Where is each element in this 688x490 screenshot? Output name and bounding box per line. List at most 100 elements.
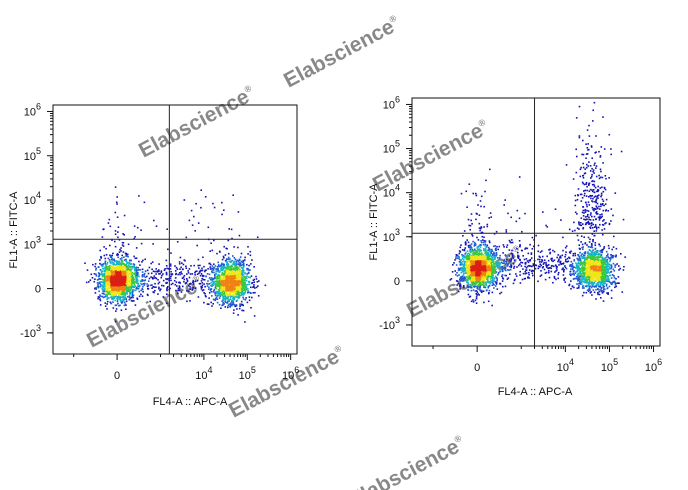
event-dot xyxy=(475,218,477,221)
event-dot xyxy=(112,301,114,303)
event-dot xyxy=(113,276,116,279)
event-dot xyxy=(576,269,579,272)
event-dot xyxy=(524,248,526,250)
event-dot xyxy=(255,278,258,280)
event-dot xyxy=(605,264,608,266)
event-dot xyxy=(117,231,119,233)
event-dot xyxy=(99,299,102,302)
event-dot xyxy=(458,258,461,260)
event-dot xyxy=(532,245,535,248)
event-dot xyxy=(241,269,243,272)
event-dot xyxy=(596,195,599,197)
event-dot xyxy=(132,289,135,291)
event-dot xyxy=(605,283,608,286)
event-dot xyxy=(490,271,493,273)
event-dot xyxy=(222,290,225,292)
event-dot xyxy=(211,284,213,286)
event-dot xyxy=(111,295,113,298)
event-dot xyxy=(106,298,108,301)
event-dot xyxy=(217,290,220,293)
event-dot xyxy=(602,162,604,164)
event-dot xyxy=(233,246,235,248)
event-dot xyxy=(610,289,613,292)
event-dot xyxy=(595,198,598,200)
event-dot xyxy=(595,199,598,201)
event-dot xyxy=(511,241,514,244)
event-dot xyxy=(208,273,211,276)
event-dot xyxy=(589,165,592,167)
event-dot xyxy=(105,270,108,273)
event-dot xyxy=(487,285,490,288)
event-dot xyxy=(115,267,118,269)
event-dot xyxy=(461,254,463,256)
event-dot xyxy=(230,291,233,294)
event-dot xyxy=(132,296,134,299)
event-dot xyxy=(213,288,216,291)
event-dot xyxy=(555,278,557,281)
event-dot xyxy=(490,216,492,218)
event-dot xyxy=(516,209,519,212)
event-dot xyxy=(232,272,235,274)
event-dot xyxy=(129,282,132,284)
event-dot xyxy=(88,281,90,283)
event-dot xyxy=(464,257,466,259)
event-dot xyxy=(186,273,188,275)
event-dot xyxy=(193,215,195,218)
event-dot xyxy=(192,283,195,285)
event-dot xyxy=(151,268,153,271)
event-dot xyxy=(159,273,161,275)
event-dot xyxy=(108,283,111,285)
event-dot xyxy=(252,279,255,282)
event-dot xyxy=(138,290,141,293)
event-dot xyxy=(544,272,547,274)
event-dot xyxy=(544,278,547,281)
event-dot xyxy=(455,273,457,276)
event-dot xyxy=(223,209,225,211)
event-dot xyxy=(126,293,128,295)
event-dot xyxy=(589,195,591,197)
event-dot xyxy=(220,281,223,283)
event-dot xyxy=(540,270,542,272)
event-dot xyxy=(192,288,194,291)
event-dot xyxy=(584,251,587,253)
event-dot xyxy=(492,278,494,280)
event-dot xyxy=(539,275,542,277)
event-dot xyxy=(99,269,102,271)
event-dot xyxy=(204,196,207,198)
event-dot xyxy=(624,256,626,258)
event-dot xyxy=(588,148,590,151)
event-dot xyxy=(170,279,172,282)
event-dot xyxy=(213,239,215,242)
event-dot xyxy=(580,279,582,281)
event-dot xyxy=(579,264,582,266)
event-dot xyxy=(109,287,111,289)
event-dot xyxy=(231,304,233,307)
event-dot xyxy=(154,289,156,292)
x-tick-label: 104 xyxy=(195,365,212,382)
event-dot xyxy=(131,266,134,269)
event-dot xyxy=(126,262,128,265)
event-dot xyxy=(244,259,246,261)
event-dot xyxy=(129,277,131,279)
event-dot xyxy=(114,292,116,294)
event-dot xyxy=(214,294,217,297)
y-tick-label: -103 xyxy=(20,323,41,340)
event-dot xyxy=(565,251,567,253)
event-dot xyxy=(606,287,609,290)
event-dot xyxy=(234,264,237,266)
event-dot xyxy=(221,258,224,261)
event-dot xyxy=(110,262,112,265)
event-dot xyxy=(600,297,602,299)
event-dot xyxy=(226,302,228,304)
event-dot xyxy=(107,271,109,274)
event-dot xyxy=(115,288,118,290)
event-dot xyxy=(517,256,519,258)
event-dot xyxy=(474,244,477,246)
event-dot xyxy=(127,267,129,269)
event-dot xyxy=(106,277,109,280)
event-dot xyxy=(134,269,136,272)
event-dot xyxy=(108,275,110,277)
event-dot xyxy=(462,235,464,237)
event-dots-left xyxy=(84,186,267,323)
event-dot xyxy=(571,264,573,266)
